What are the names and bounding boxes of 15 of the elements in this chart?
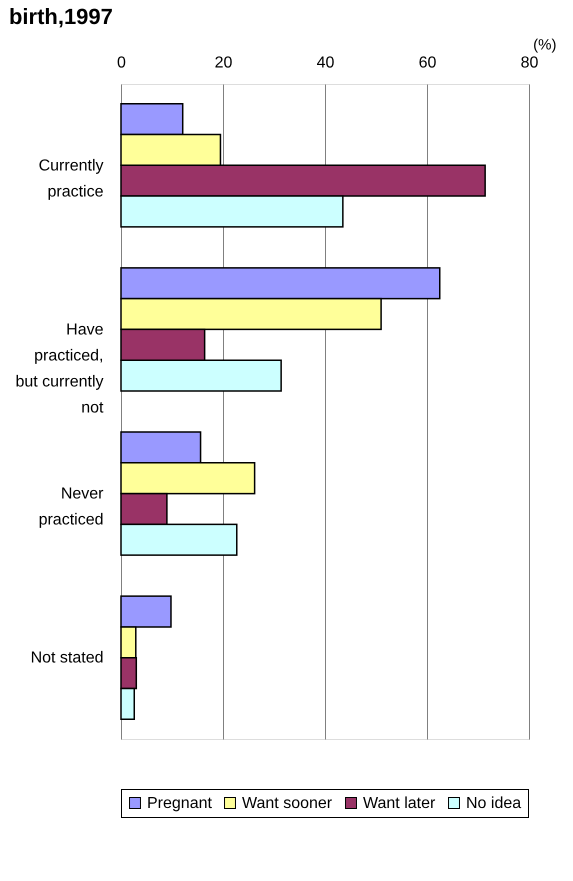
chart-title: birth,1997 xyxy=(8,4,113,29)
x-tick-label: 60 xyxy=(418,54,436,72)
legend-label: Pregnant xyxy=(147,795,212,812)
x-tick-label: 20 xyxy=(214,54,232,72)
y-tick-label: Not stated xyxy=(30,650,104,667)
x-tick-label: 40 xyxy=(316,54,334,72)
x-tick-label: 0 xyxy=(117,54,126,72)
legend-label: No idea xyxy=(466,795,522,812)
y-tick-label: Have practiced, but currently not xyxy=(15,321,104,416)
x-axis-title: (%) xyxy=(533,36,557,54)
y-tick-label: Never practiced xyxy=(38,486,104,529)
y-tick-label: Currently practice xyxy=(38,157,104,200)
legend-label: Want sooner xyxy=(242,795,333,812)
legend-label: Want later xyxy=(363,795,436,812)
x-tick-label: 80 xyxy=(520,54,538,72)
